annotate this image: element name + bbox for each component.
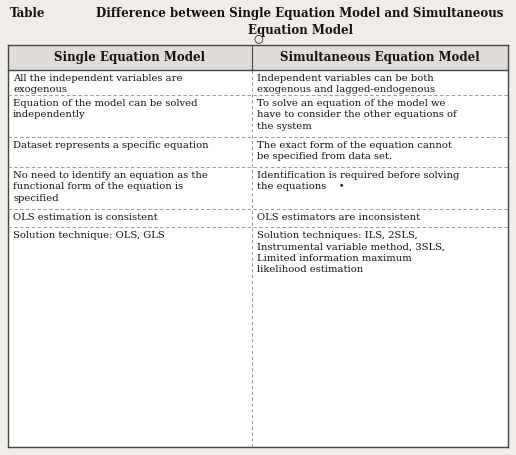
Text: The exact form of the equation cannot
be specified from data set.: The exact form of the equation cannot be…	[257, 141, 452, 162]
Text: Simultaneous Equation Model: Simultaneous Equation Model	[280, 51, 480, 64]
Bar	[8, 45, 508, 70]
Text: All the independent variables are
exogenous: All the independent variables are exogen…	[13, 74, 183, 95]
Text: Solution technique: OLS, GLS: Solution technique: OLS, GLS	[13, 231, 165, 240]
Text: Solution techniques: ILS, 2SLS,
Instrumental variable method, 3SLS,
Limited info: Solution techniques: ILS, 2SLS, Instrume…	[257, 231, 445, 274]
Text: Single Equation Model: Single Equation Model	[55, 51, 205, 64]
Text: No need to identify an equation as the
functional form of the equation is
specif: No need to identify an equation as the f…	[13, 171, 208, 203]
Text: Independent variables can be both
exogenous and lagged-endogenous: Independent variables can be both exogen…	[257, 74, 435, 95]
Text: Difference between Single Equation Model and Simultaneous
Equation Model: Difference between Single Equation Model…	[96, 7, 504, 37]
Text: Equation of the model can be solved
independently: Equation of the model can be solved inde…	[13, 99, 198, 120]
Text: OLS estimation is consistent: OLS estimation is consistent	[13, 213, 157, 222]
Bar	[8, 45, 508, 447]
Text: Dataset represents a specific equation: Dataset represents a specific equation	[13, 141, 208, 150]
Text: Identification is required before solving
the equations    •: Identification is required before solvin…	[257, 171, 459, 192]
Text: ○: ○	[253, 33, 263, 43]
Text: To solve an equation of the model we
have to consider the other equations of
the: To solve an equation of the model we hav…	[257, 99, 457, 131]
Text: Table: Table	[10, 7, 45, 20]
Text: OLS estimators are inconsistent: OLS estimators are inconsistent	[257, 213, 420, 222]
